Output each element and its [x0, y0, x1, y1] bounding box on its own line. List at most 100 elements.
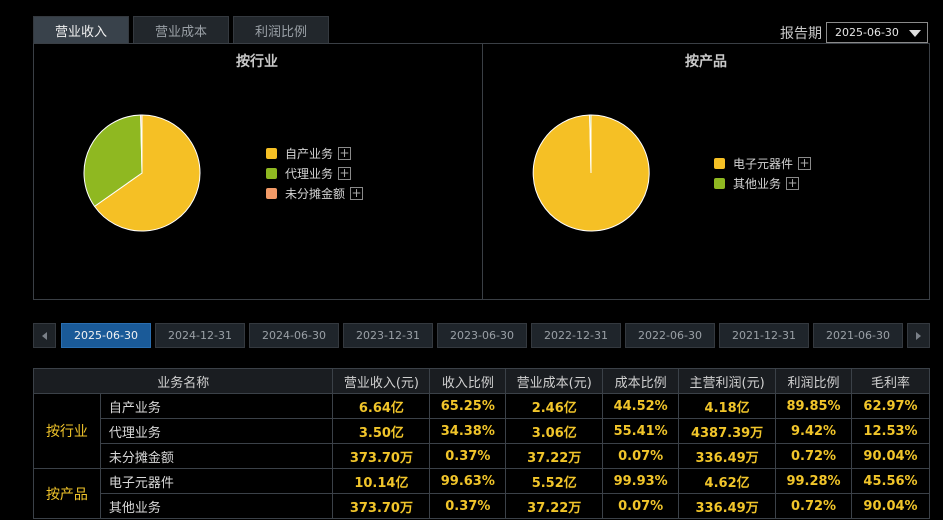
- legend-industry: 自产业务 + 代理业务 + 未分摊金额 +: [266, 143, 364, 203]
- business-name-cell: 电子元器件: [99, 468, 334, 494]
- charts-panel: 按行业 自产业务 + 代理业务 + 未分摊金额 + 按产品 电子元器件 + 其他业务 +: [33, 43, 930, 300]
- value-cell: 44.52%: [602, 393, 680, 419]
- table-header-row: 业务名称 营业收入(元) 收入比例 营业成本(元) 成本比例 主营利润(元) 利…: [32, 368, 930, 394]
- table-row: 未分摊金额 373.70万 0.37% 37.22万 0.07% 336.49万 0.72%…: [34, 443, 930, 469]
- expand-plus-icon[interactable]: +: [786, 175, 800, 190]
- table-row: 按产品 电子元器件 10.14亿 99.63% 5.52亿 99.93% 4.62亿 99.2…: [33, 468, 930, 519]
- chevron-down-icon: [909, 30, 921, 37]
- panel-divider: [482, 44, 483, 299]
- business-name-cell: 自产业务: [99, 393, 334, 419]
- legend-item[interactable]: 自产业务 +: [266, 143, 363, 163]
- value-cell: 2.46亿: [505, 393, 604, 419]
- chart-title-industry: 按行业: [236, 54, 278, 70]
- period-next-button[interactable]: [907, 323, 930, 348]
- report-period: 报告期 2025-06-30: [780, 22, 928, 43]
- header-profit-ratio: 利润比例: [775, 368, 852, 394]
- value-cell: 0.72%: [775, 443, 852, 469]
- value-cell: 37.22万: [505, 443, 604, 469]
- legend-swatch: [266, 147, 277, 159]
- header-cost-ratio: 成本比例: [602, 368, 680, 394]
- value-cell: 99.28%: [775, 468, 852, 494]
- value-cell: 3.06亿: [505, 418, 604, 444]
- value-cell: 3.50亿: [332, 418, 431, 444]
- value-cell: 9.42%: [775, 418, 852, 444]
- tab-cost[interactable]: 营业成本: [133, 16, 229, 43]
- value-cell: 0.72%: [775, 493, 852, 519]
- legend-label: 代理业务: [285, 166, 334, 181]
- chevron-right-icon: [916, 331, 921, 340]
- main-tabs: 营业收入 营业成本 利润比例: [33, 16, 333, 43]
- legend-label: 自产业务: [285, 146, 334, 161]
- period-button[interactable]: 2024-06-30: [249, 323, 339, 348]
- pie-chart-product: [532, 114, 650, 232]
- value-cell: 65.25%: [429, 393, 507, 419]
- period-button[interactable]: 2021-12-31: [719, 323, 809, 348]
- value-cell: 99.63%: [429, 468, 507, 494]
- legend-label: 其他业务: [733, 176, 782, 191]
- pie-chart-industry: [83, 114, 201, 232]
- expand-plus-icon[interactable]: +: [338, 145, 352, 160]
- header-revenue-ratio: 收入比例: [429, 368, 507, 394]
- value-cell: 10.14亿: [332, 468, 431, 494]
- group-label: 按产品: [33, 468, 101, 519]
- pie-slice[interactable]: [589, 114, 592, 174]
- table-row: 按行业 自产业务 6.64亿 65.25% 2.46亿 44.52% 4.18亿 89.85%…: [33, 393, 930, 469]
- value-cell: 90.04%: [851, 443, 930, 469]
- legend-item[interactable]: 电子元器件 +: [714, 153, 812, 173]
- value-cell: 373.70万: [332, 443, 431, 469]
- period-prev-button[interactable]: [33, 323, 56, 348]
- value-cell: 4.62亿: [678, 468, 777, 494]
- period-button[interactable]: 2023-06-30: [437, 323, 527, 348]
- business-name-cell: 未分摊金额: [99, 443, 334, 469]
- expand-plus-icon[interactable]: +: [338, 165, 352, 180]
- legend-swatch: [266, 167, 277, 179]
- report-period-label: 报告期: [780, 25, 822, 42]
- header-profit: 主营利润(元): [678, 368, 777, 394]
- period-button[interactable]: 2022-12-31: [531, 323, 621, 348]
- value-cell: 99.93%: [602, 468, 680, 494]
- pie-slice[interactable]: [93, 114, 201, 232]
- chart-title-product: 按产品: [685, 54, 727, 70]
- period-button[interactable]: 2022-06-30: [625, 323, 715, 348]
- legend-item[interactable]: 其他业务 +: [714, 173, 811, 193]
- group-label: 按行业: [33, 393, 101, 469]
- legend-product: 电子元器件 + 其他业务 +: [714, 153, 812, 193]
- value-cell: 90.04%: [851, 493, 930, 519]
- pie-slice[interactable]: [140, 114, 143, 174]
- header-gross-margin: 毛利率: [851, 368, 930, 394]
- period-button[interactable]: 2025-06-30: [61, 323, 151, 348]
- legend-label: 未分摊金额: [285, 186, 346, 201]
- legend-swatch: [714, 157, 725, 169]
- pie-slice[interactable]: [83, 114, 143, 208]
- header-business-name: 业务名称: [32, 368, 334, 394]
- value-cell: 45.56%: [851, 468, 930, 494]
- report-period-select[interactable]: 2025-06-30: [826, 22, 928, 43]
- tab-revenue[interactable]: 营业收入: [33, 16, 129, 43]
- period-button[interactable]: 2021-06-30: [813, 323, 903, 348]
- value-cell: 0.07%: [602, 493, 680, 519]
- expand-plus-icon[interactable]: +: [798, 155, 812, 170]
- table-row: 代理业务 3.50亿 34.38% 3.06亿 55.41% 4387.39万 9.42% 1…: [34, 418, 930, 444]
- legend-item[interactable]: 未分摊金额 +: [266, 183, 364, 203]
- value-cell: 55.41%: [602, 418, 680, 444]
- expand-plus-icon[interactable]: +: [350, 185, 364, 200]
- value-cell: 0.37%: [429, 443, 507, 469]
- value-cell: 336.49万: [678, 493, 777, 519]
- value-cell: 336.49万: [678, 443, 777, 469]
- period-button[interactable]: 2024-12-31: [155, 323, 245, 348]
- value-cell: 6.64亿: [332, 393, 431, 419]
- value-cell: 4387.39万: [678, 418, 777, 444]
- value-cell: 37.22万: [505, 493, 604, 519]
- header-cost: 营业成本(元): [505, 368, 604, 394]
- value-cell: 5.52亿: [505, 468, 604, 494]
- value-cell: 0.07%: [602, 443, 680, 469]
- legend-item[interactable]: 代理业务 +: [266, 163, 363, 183]
- tab-profit-ratio[interactable]: 利润比例: [233, 16, 329, 43]
- business-table: 业务名称 营业收入(元) 收入比例 营业成本(元) 成本比例 主营利润(元) 利…: [32, 368, 930, 519]
- legend-swatch: [714, 177, 725, 189]
- value-cell: 373.70万: [332, 493, 431, 519]
- header-revenue: 营业收入(元): [332, 368, 431, 394]
- period-button[interactable]: 2023-12-31: [343, 323, 433, 348]
- business-name-cell: 代理业务: [99, 418, 334, 444]
- legend-swatch: [266, 187, 277, 199]
